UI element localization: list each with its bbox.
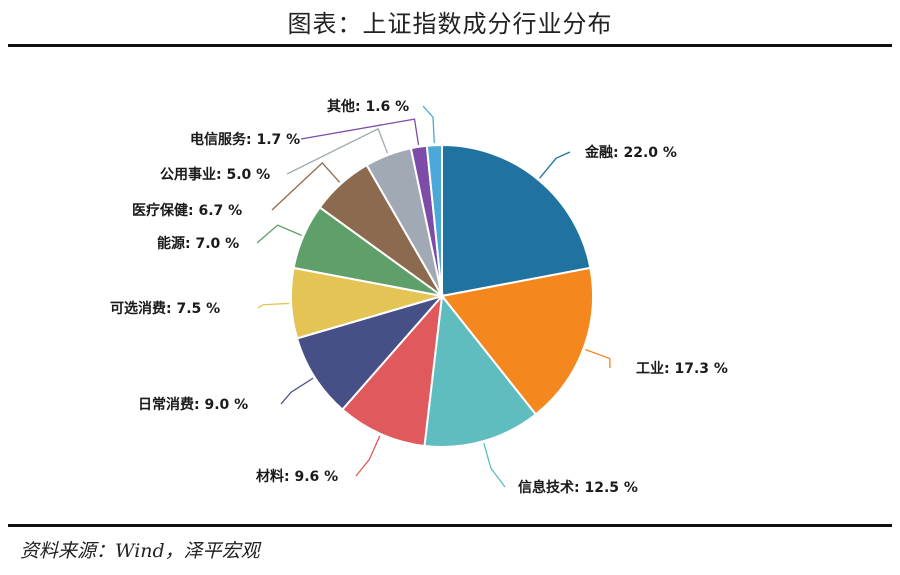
leader-line — [256, 224, 302, 244]
leader-line — [585, 348, 611, 369]
leader-line — [483, 443, 506, 488]
slice-label: 信息技术: 12.5 % — [518, 479, 638, 496]
pie-slice — [425, 143, 443, 297]
top-rule — [8, 44, 892, 47]
slice-label: 医疗保健: 6.7 % — [132, 202, 242, 219]
pie-slices — [290, 143, 594, 448]
source-note: 资料来源：Wind，泽平宏观 — [20, 540, 260, 562]
leader-line — [355, 435, 381, 477]
slice-labels: 金融: 22.0 % 工业: 17.3 % 信息技术: 12.5 % 材料: 9.6 … — [110, 98, 728, 496]
slice-label: 电信服务: 1.7 % — [190, 131, 300, 148]
pie-slice — [441, 143, 592, 298]
leader-line — [286, 127, 389, 175]
slice-label: 能源: 7.0 % — [157, 235, 239, 252]
leader-line — [257, 302, 290, 309]
slice-label: 金融: 22.0 % — [584, 144, 677, 161]
pie-chart: 金融: 22.0 % 工业: 17.3 % 信息技术: 12.5 % 材料: 9.6 … — [110, 98, 728, 496]
slice-label: 公用事业: 5.0 % — [160, 166, 270, 183]
pie-slice — [295, 294, 446, 411]
pie-slice — [423, 293, 538, 448]
leader-line — [280, 377, 314, 405]
slice-label: 日常消费: 9.0 % — [138, 396, 248, 413]
slice-label: 材料: 9.6 % — [256, 468, 338, 485]
slice-label: 可选消费: 7.5 % — [110, 300, 220, 317]
leader-line — [271, 162, 341, 211]
leader-line — [300, 118, 420, 145]
pie-slice — [440, 266, 594, 416]
slice-label: 工业: 17.3 % — [636, 361, 728, 377]
pie-slice — [341, 292, 444, 448]
chart-title: 图表：上证指数成分行业分布 — [287, 10, 613, 38]
leader-line — [422, 105, 435, 144]
bottom-rule — [8, 524, 892, 527]
leader-line — [539, 151, 571, 179]
leader-lines — [256, 105, 611, 488]
slice-label: 其他: 1.6 % — [327, 98, 409, 115]
